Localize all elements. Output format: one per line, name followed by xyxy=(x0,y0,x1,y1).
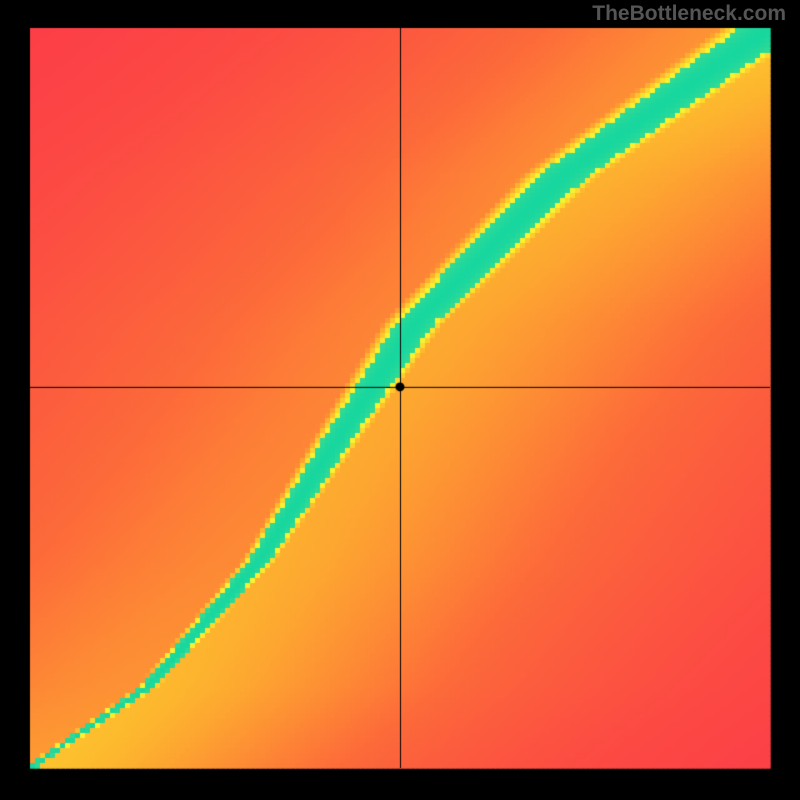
watermark-text: TheBottleneck.com xyxy=(592,2,786,26)
chart-container: TheBottleneck.com xyxy=(0,0,800,800)
heatmap-canvas xyxy=(0,0,800,800)
